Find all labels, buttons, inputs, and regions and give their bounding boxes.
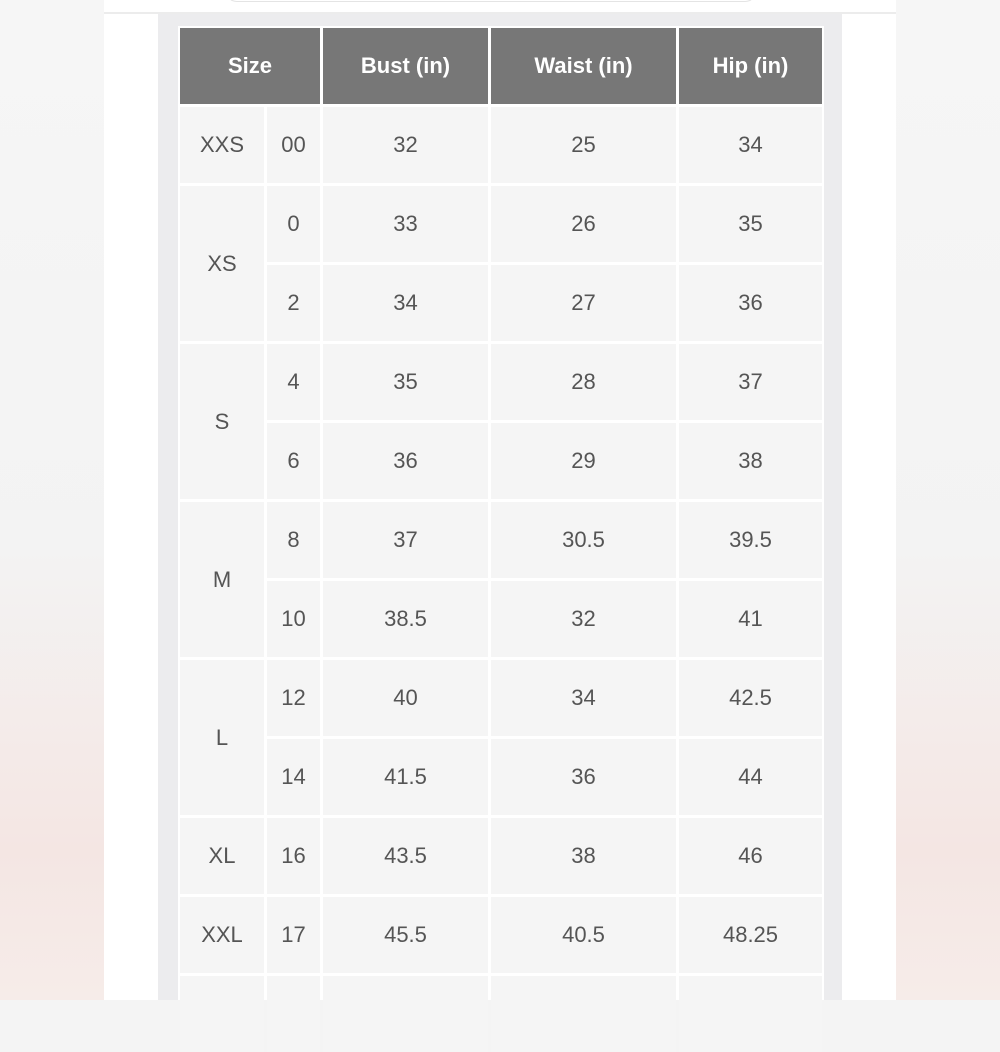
waist-cell: 28 [491, 344, 676, 420]
hip-cell: 41 [679, 581, 822, 657]
hip-cell: 46 [679, 818, 822, 894]
size-number-cell: 2 [267, 265, 320, 341]
waist-cell: 27 [491, 265, 676, 341]
divider [104, 12, 896, 14]
bust-cell: 43.5 [323, 818, 488, 894]
top-bar-edge [225, 0, 757, 2]
size-number-cell: 8 [267, 502, 320, 578]
header-size: Size [180, 28, 320, 104]
size-label-cell: XL [180, 818, 264, 894]
partial-row-cell [679, 976, 822, 1052]
hip-cell: 39.5 [679, 502, 822, 578]
partial-row-cell [323, 976, 488, 1052]
hip-cell: 48.25 [679, 897, 822, 973]
waist-cell: 36 [491, 739, 676, 815]
background-left [0, 0, 104, 1000]
waist-cell: 38 [491, 818, 676, 894]
size-label-cell: S [180, 344, 264, 499]
hip-cell: 38 [679, 423, 822, 499]
waist-cell: 32 [491, 581, 676, 657]
header-bust: Bust (in) [323, 28, 488, 104]
bust-cell: 36 [323, 423, 488, 499]
waist-cell: 29 [491, 423, 676, 499]
bust-cell: 32 [323, 107, 488, 183]
bust-cell: 33 [323, 186, 488, 262]
size-number-cell: 10 [267, 581, 320, 657]
waist-cell: 26 [491, 186, 676, 262]
size-label-cell: XXL [180, 897, 264, 973]
size-number-cell: 14 [267, 739, 320, 815]
bust-cell: 35 [323, 344, 488, 420]
size-label-cell: XXS [180, 107, 264, 183]
partial-row-cell [491, 976, 676, 1052]
size-number-cell: 4 [267, 344, 320, 420]
header-waist: Waist (in) [491, 28, 676, 104]
size-label-cell: L [180, 660, 264, 815]
partial-row-cell [267, 976, 320, 1052]
size-number-cell: 0 [267, 186, 320, 262]
bust-cell: 37 [323, 502, 488, 578]
size-number-cell: 00 [267, 107, 320, 183]
header-hip: Hip (in) [679, 28, 822, 104]
size-number-cell: 16 [267, 818, 320, 894]
hip-cell: 36 [679, 265, 822, 341]
waist-cell: 40.5 [491, 897, 676, 973]
size-label-cell: XS [180, 186, 264, 341]
hip-cell: 42.5 [679, 660, 822, 736]
bust-cell: 41.5 [323, 739, 488, 815]
waist-cell: 30.5 [491, 502, 676, 578]
hip-cell: 35 [679, 186, 822, 262]
size-number-cell: 17 [267, 897, 320, 973]
bust-cell: 38.5 [323, 581, 488, 657]
size-label-cell: M [180, 502, 264, 657]
size-number-cell: 12 [267, 660, 320, 736]
background-right [896, 0, 1000, 1000]
hip-cell: 37 [679, 344, 822, 420]
hip-cell: 44 [679, 739, 822, 815]
bust-cell: 34 [323, 265, 488, 341]
size-number-cell: 6 [267, 423, 320, 499]
bust-cell: 45.5 [323, 897, 488, 973]
waist-cell: 34 [491, 660, 676, 736]
waist-cell: 25 [491, 107, 676, 183]
partial-row-cell [180, 976, 264, 1052]
size-chart-table: Size Bust (in) Waist (in) Hip (in) XXS 00 32 25… [180, 28, 822, 1052]
bust-cell: 40 [323, 660, 488, 736]
hip-cell: 34 [679, 107, 822, 183]
